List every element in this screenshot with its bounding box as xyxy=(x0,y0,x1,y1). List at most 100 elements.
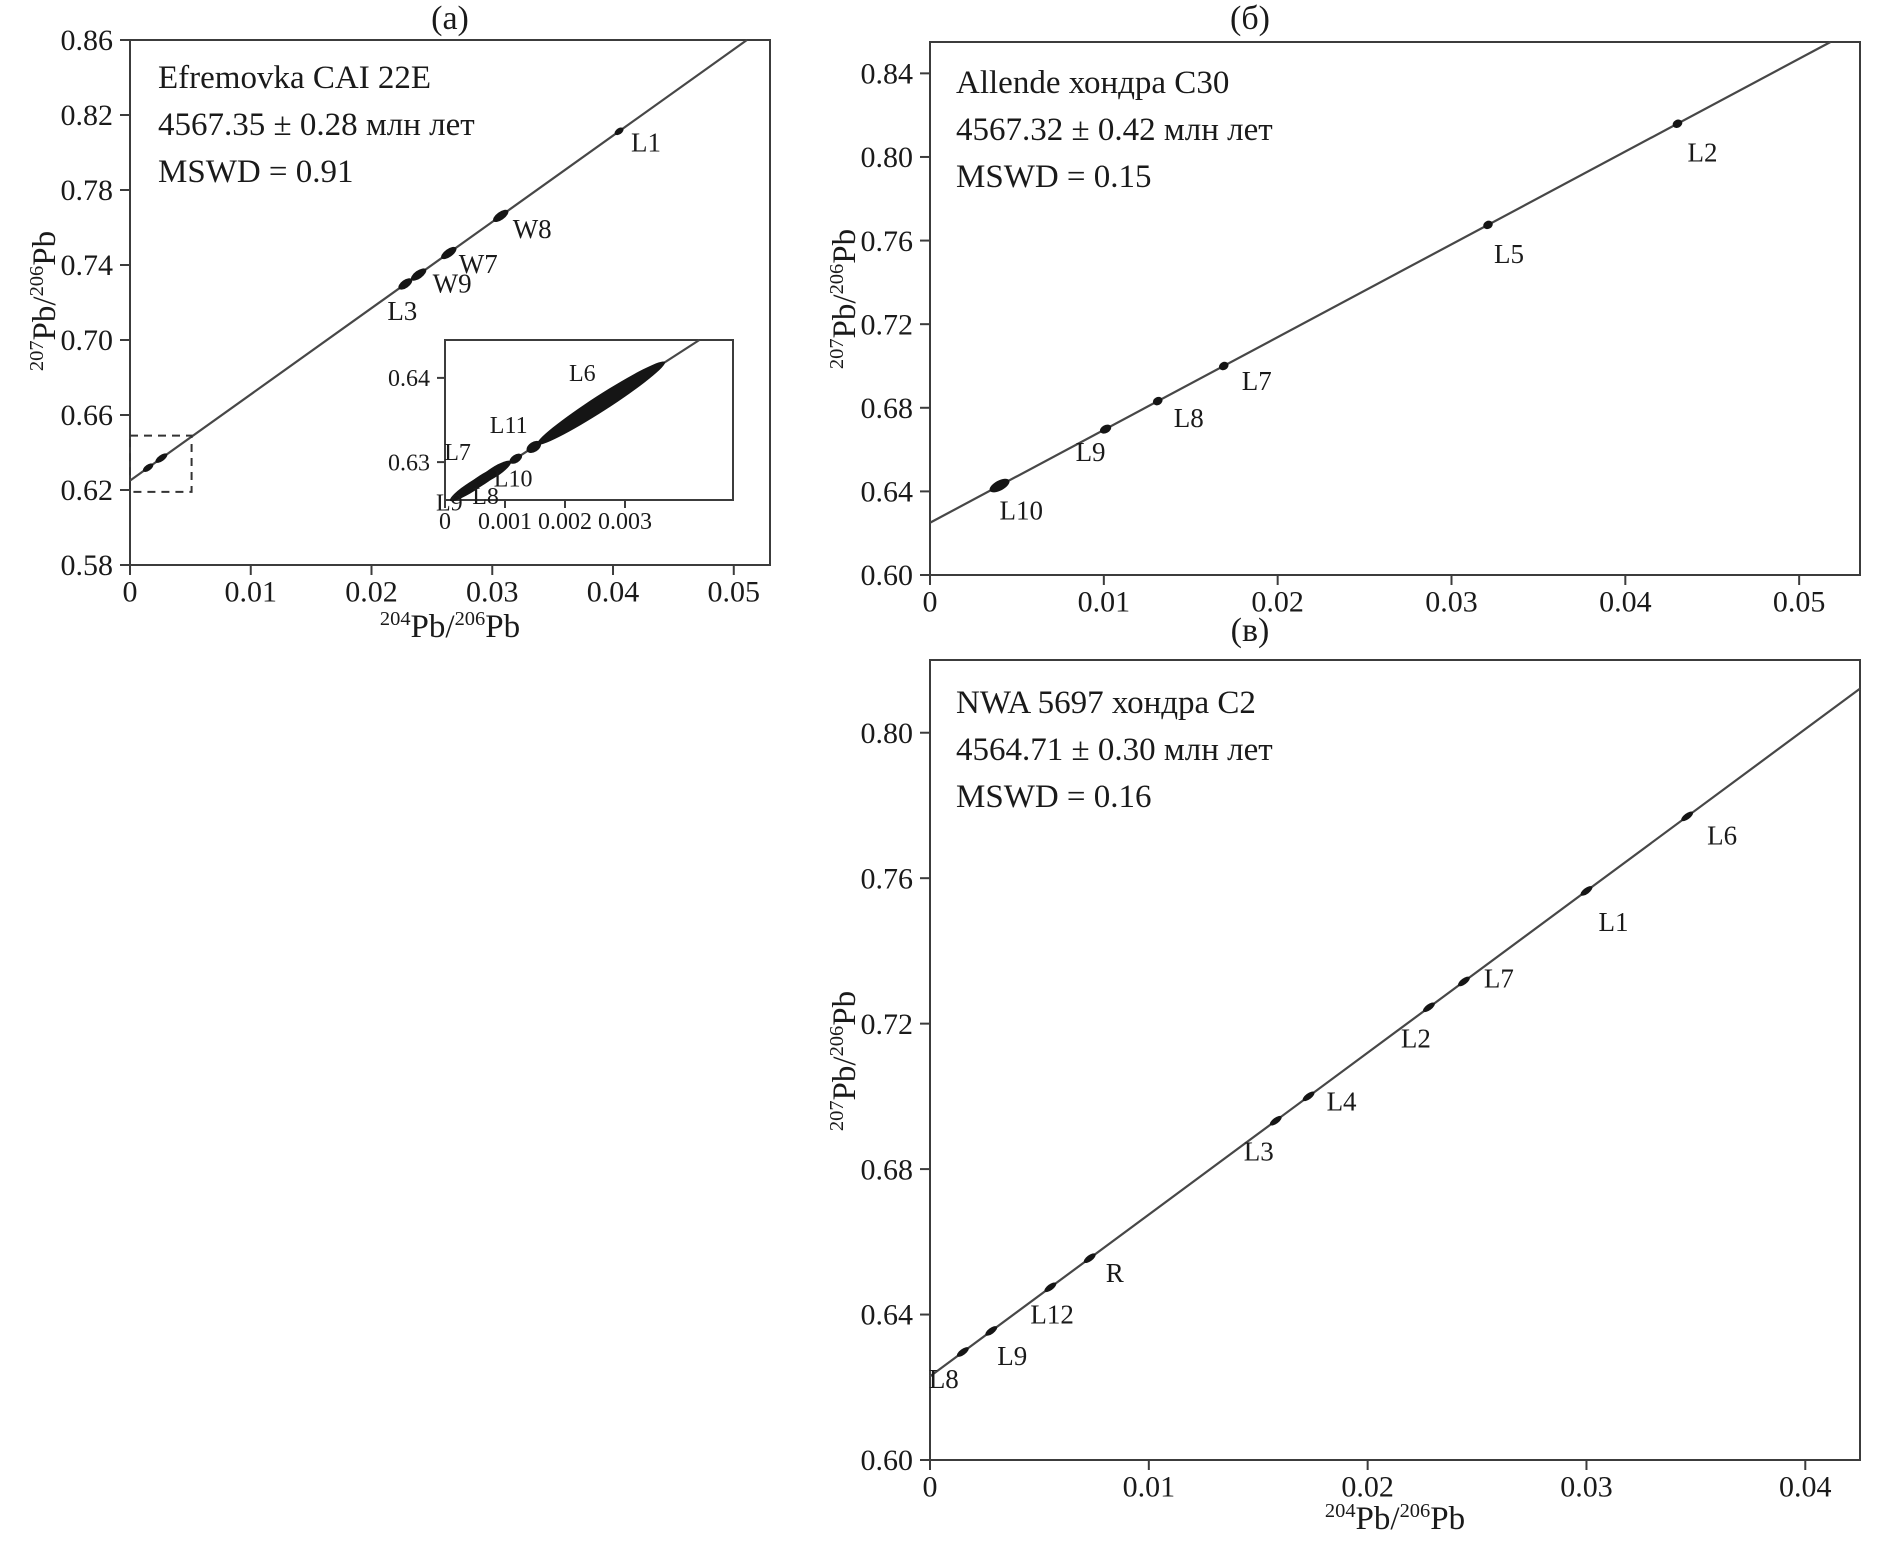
y-tick-label: 0.68 xyxy=(861,1153,914,1186)
data-point-R xyxy=(1083,1253,1096,1263)
point-label-L2: L2 xyxy=(1401,1023,1431,1053)
data-point-L3 xyxy=(398,278,413,290)
point-label-L2: L2 xyxy=(1687,138,1717,168)
data-point-L7 xyxy=(1458,976,1470,987)
y-tick-label: 0.80 xyxy=(861,141,914,174)
data-point-L4 xyxy=(1302,1091,1315,1102)
y-tick-label: 0.78 xyxy=(61,174,114,207)
data-point-L12 xyxy=(1044,1282,1057,1293)
data-point-L7 xyxy=(477,460,512,484)
data-point-W7 xyxy=(441,246,457,260)
x-tick-label: 0 xyxy=(923,585,938,618)
x-tick-label: 0.04 xyxy=(587,575,640,608)
y-tick-label: 0.82 xyxy=(61,99,114,132)
point-label-L1: L1 xyxy=(631,127,661,157)
point-label-L4: L4 xyxy=(1327,1086,1357,1116)
panel-a-sample-name: Efremovka CAI 22E xyxy=(158,60,432,96)
x-axis-label-a: 204Pb/206Pb xyxy=(379,608,521,645)
x-tick-label: 0.02 xyxy=(345,575,398,608)
data-point-L3 xyxy=(1269,1115,1282,1126)
panel-b-mswd-value: MSWD = 0.15 xyxy=(956,159,1152,195)
data-point-L10 xyxy=(509,453,523,464)
y-tick-label: 0.63 xyxy=(388,450,430,476)
point-label-L10: L10 xyxy=(494,467,533,493)
point-label-L5: L5 xyxy=(1494,239,1524,269)
y-axis-label-a: 207Pb/206Pb xyxy=(26,230,63,372)
point-label-W8: W8 xyxy=(513,214,552,244)
x-tick-label: 0.05 xyxy=(1773,585,1826,618)
x-tick-label: 0.03 xyxy=(1425,585,1478,618)
y-tick-label: 0.60 xyxy=(861,559,914,592)
x-tick-label: 0.01 xyxy=(1078,585,1131,618)
data-point-L2 xyxy=(1423,1002,1435,1013)
panel-b-annotation: Allende хондра C30 4567.32 ± 0.42 млн ле… xyxy=(956,60,1273,201)
data-point-L8 xyxy=(956,1347,969,1357)
x-tick-label: 0.02 xyxy=(1251,585,1304,618)
y-tick-label: 0.60 xyxy=(861,1444,914,1477)
point-label-W9: W9 xyxy=(433,269,472,299)
plot-frame xyxy=(929,41,1861,576)
y-tick-label: 0.74 xyxy=(61,249,114,282)
point-label-L6: L6 xyxy=(569,361,596,387)
panel-a-age-value: 4567.35 ± 0.28 млн лет xyxy=(158,107,475,143)
panel-b-sample-name: Allende хондра C30 xyxy=(956,65,1230,101)
panel-c-age-value: 4564.71 ± 0.30 млн лет xyxy=(956,732,1273,768)
point-label-L10: L10 xyxy=(1000,496,1044,526)
panel-b-title: (б) xyxy=(1230,0,1270,37)
x-tick-label: 0 xyxy=(123,575,138,608)
point-label-L3: L3 xyxy=(1244,1137,1274,1167)
panel-a: 0 0.01 0.02 0.03 0.04 0.05 0.58 0.62 0.66 0.70 0.7… xyxy=(61,24,771,608)
x-tick-label: 0.01 xyxy=(225,575,278,608)
x-tick-label: 0 xyxy=(439,509,451,535)
x-tick-label: 0.001 xyxy=(478,509,532,535)
y-tick-label: 0.64 xyxy=(388,366,430,392)
y-tick-label: 0.62 xyxy=(61,474,114,507)
data-point-L10 xyxy=(989,478,1010,493)
point-label-L9: L9 xyxy=(997,1341,1027,1371)
y-tick-label: 0.72 xyxy=(861,1008,914,1041)
data-point-L8 xyxy=(1152,396,1163,406)
point-label-L7: L7 xyxy=(1484,963,1514,993)
plot-frame xyxy=(129,39,771,566)
point-label-L1: L1 xyxy=(1598,907,1628,937)
data-point-L5 xyxy=(1483,220,1493,230)
x-tick-label: 0.003 xyxy=(598,509,652,535)
y-tick-label: 0.58 xyxy=(61,549,114,582)
x-tick-label: 0.05 xyxy=(708,575,761,608)
data-point-W9 xyxy=(410,268,427,281)
panel-c-mswd-value: MSWD = 0.16 xyxy=(956,779,1152,815)
panel-c-sample-name: NWA 5697 хондра C2 xyxy=(956,685,1256,721)
y-tick-label: 0.84 xyxy=(861,58,914,91)
data-point-L1 xyxy=(614,127,624,136)
data-point-L6 xyxy=(536,361,666,445)
data-point-cluster xyxy=(155,453,168,463)
x-tick-label: 0.04 xyxy=(1779,1470,1832,1503)
panel-c-title: (в) xyxy=(1230,612,1270,649)
data-point-L9 xyxy=(985,1326,998,1336)
zoom-region-box xyxy=(129,434,193,493)
panel-a-mswd-value: MSWD = 0.91 xyxy=(158,154,354,190)
y-tick-label: 0.86 xyxy=(61,24,114,57)
point-label-L11: L11 xyxy=(490,413,528,439)
y-tick-label: 0.64 xyxy=(861,1299,914,1332)
y-axis-label-c: 207Pb/206Pb xyxy=(826,990,863,1132)
point-label-L9: L9 xyxy=(436,491,463,517)
panel-c: 0 0.01 0.02 0.03 0.04 0.60 0.64 0.68 0.72 0.76 0.8… xyxy=(861,659,1861,1503)
point-label-L8: L8 xyxy=(1174,403,1204,433)
data-point-L7 xyxy=(1218,361,1229,371)
plot-frame xyxy=(929,659,1861,1461)
y-tick-label: 0.76 xyxy=(861,225,914,258)
x-tick-label: 0.03 xyxy=(466,575,519,608)
point-label-L3: L3 xyxy=(387,296,417,326)
y-tick-label: 0.68 xyxy=(861,392,914,425)
point-label-L7: L7 xyxy=(444,440,471,466)
x-tick-label: 0.002 xyxy=(538,509,592,535)
point-label-L8: L8 xyxy=(472,484,499,510)
y-tick-label: 0.72 xyxy=(861,308,914,341)
y-tick-label: 0.66 xyxy=(61,399,114,432)
panel-b-age-value: 4567.32 ± 0.42 млн лет xyxy=(956,112,1273,148)
x-tick-label: 0.01 xyxy=(1123,1470,1176,1503)
data-point-W8 xyxy=(493,209,509,223)
